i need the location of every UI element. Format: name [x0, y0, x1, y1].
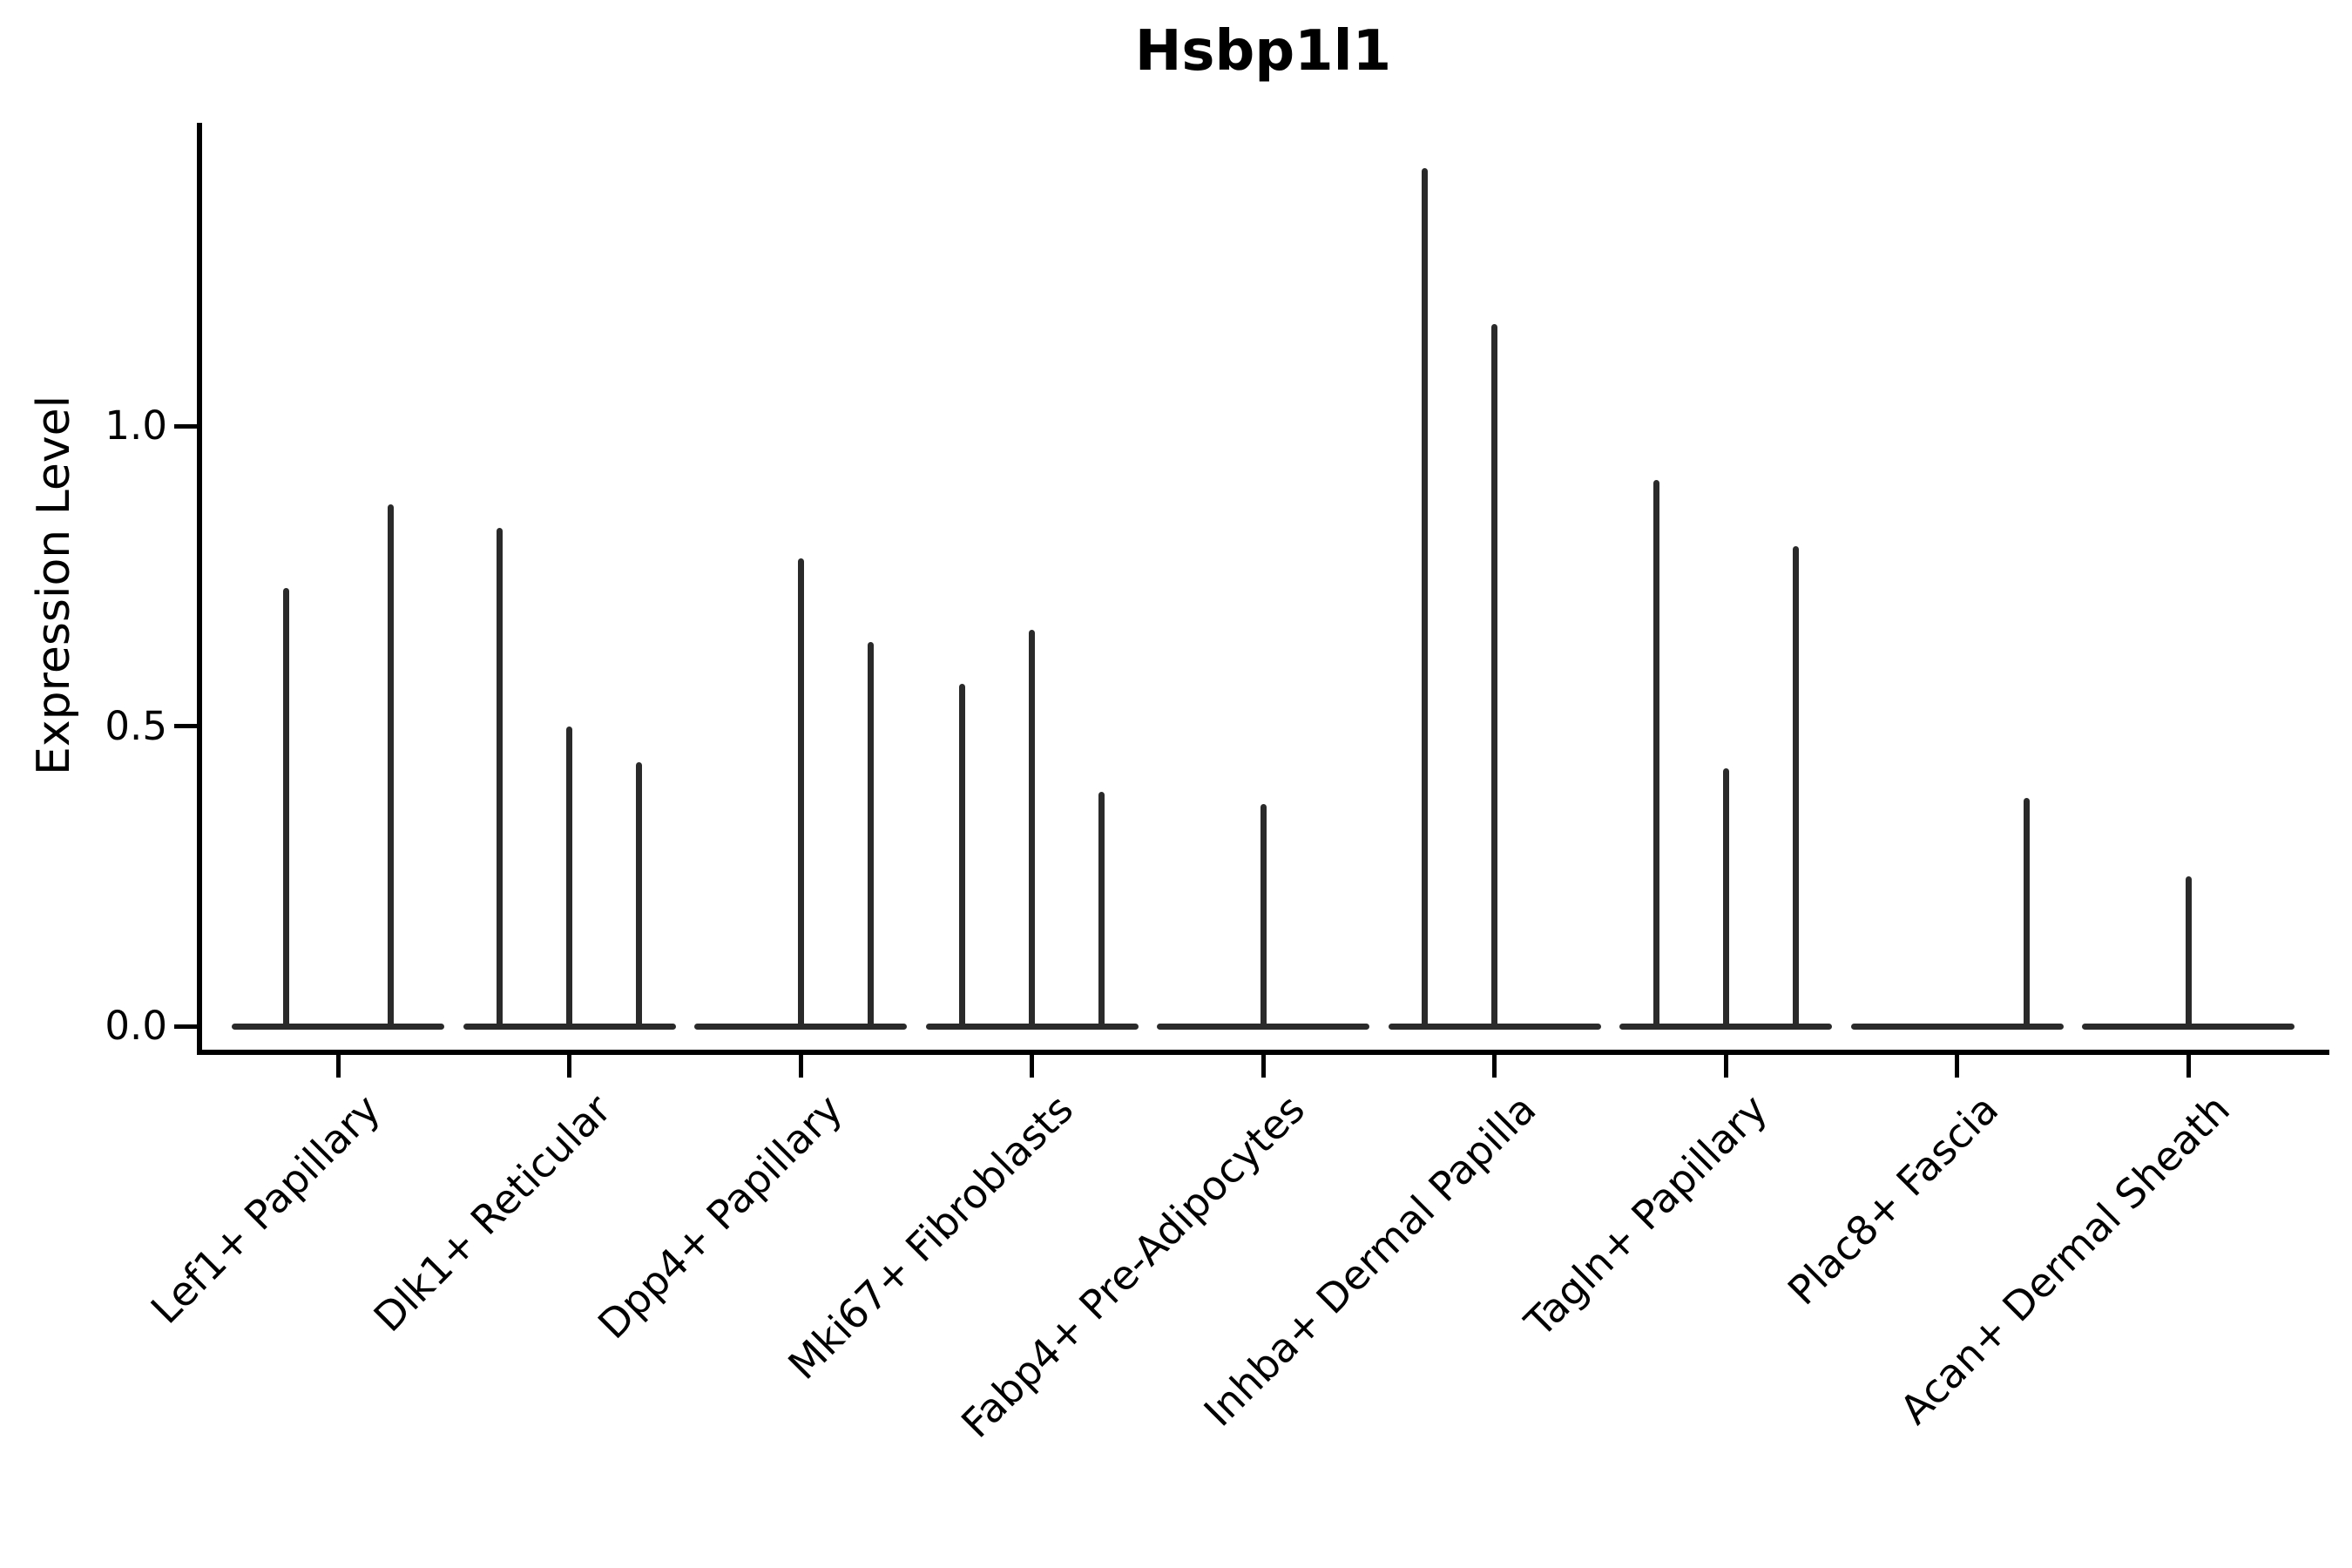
x-tick — [567, 1055, 571, 1078]
x-axis-spine — [197, 1050, 2329, 1055]
x-tick — [335, 1055, 341, 1078]
x-tick — [1260, 1055, 1266, 1078]
violin-baseline — [2082, 1023, 2295, 1030]
y-tick-label: 0.5 — [105, 702, 167, 749]
x-tick — [2186, 1055, 2191, 1078]
violin-baseline — [694, 1023, 907, 1030]
violin-spike — [636, 761, 642, 1026]
violin-baseline — [463, 1023, 676, 1030]
violin-spike — [1722, 767, 1729, 1026]
y-tick — [174, 724, 197, 728]
y-tick — [174, 423, 197, 429]
y-tick — [174, 1024, 197, 1029]
violin-spike — [1422, 167, 1428, 1026]
x-tick — [1955, 1055, 1959, 1078]
y-tick-label: 0.0 — [105, 1003, 167, 1049]
x-tick — [1723, 1055, 1728, 1078]
violin-spike — [1491, 323, 1497, 1026]
violin-baseline — [1619, 1023, 1832, 1030]
violin-spike — [2185, 875, 2192, 1026]
violin-spike — [1098, 792, 1105, 1026]
violin-spike — [497, 528, 503, 1026]
violin-spike — [797, 558, 804, 1026]
violin-baseline — [1388, 1023, 1601, 1030]
violin-spike — [1792, 545, 1799, 1026]
violin-spike — [387, 504, 394, 1026]
x-tick — [1030, 1055, 1034, 1078]
violin-spike — [1260, 804, 1267, 1026]
violin-spike — [566, 726, 572, 1026]
x-tick — [798, 1055, 803, 1078]
violin-spike — [2024, 798, 2030, 1026]
y-tick-label: 1.0 — [105, 402, 167, 449]
y-axis-spine — [197, 123, 202, 1055]
violin-baseline — [1850, 1023, 2064, 1030]
violin-spike — [867, 642, 874, 1026]
violin-spike — [1652, 480, 1659, 1026]
violin-baseline — [1157, 1023, 1369, 1030]
x-tick — [1492, 1055, 1497, 1078]
violin-baseline — [232, 1023, 444, 1030]
chart-title: Hsbp1l1 — [1134, 19, 1392, 84]
violin-spike — [1029, 630, 1035, 1026]
violin-baseline — [925, 1023, 1139, 1030]
violin-spike — [282, 588, 289, 1026]
violin-spike — [959, 684, 965, 1026]
